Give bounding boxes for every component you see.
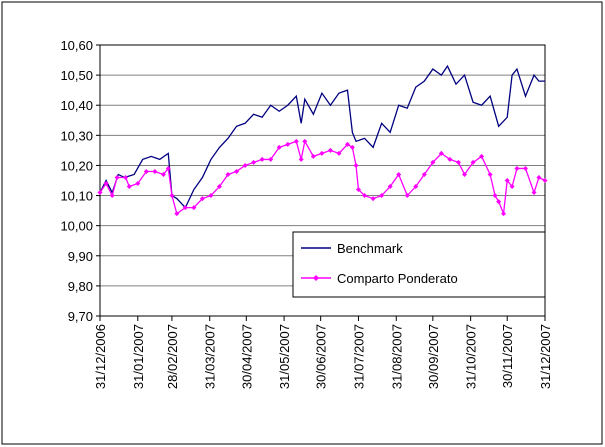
marker: [327, 147, 333, 153]
marker: [396, 171, 402, 177]
marker: [302, 138, 308, 144]
marker: [165, 165, 171, 171]
marker: [479, 153, 485, 159]
y-tick-label: 10,20: [60, 158, 93, 173]
x-tick-label: 31/07/2007: [351, 324, 366, 389]
y-tick-label: 10,00: [60, 219, 93, 234]
marker: [225, 171, 231, 177]
marker: [126, 184, 132, 190]
x-tick-label: 31/12/2007: [538, 324, 553, 389]
x-tick-label: 31/01/2007: [131, 324, 146, 389]
marker: [191, 205, 197, 211]
x-tick-label: 31/08/2007: [389, 324, 404, 389]
x-tick-label: 30/09/2007: [426, 324, 441, 389]
marker: [455, 159, 461, 165]
y-tick-label: 9,70: [68, 309, 93, 324]
marker: [109, 193, 115, 199]
marker: [514, 165, 520, 171]
y-tick-label: 10,50: [60, 68, 93, 83]
marker: [509, 184, 515, 190]
marker: [413, 184, 419, 190]
marker: [430, 159, 436, 165]
x-tick-label: 31/12/2006: [93, 324, 108, 389]
marker: [387, 184, 393, 190]
y-tick-label: 10,60: [60, 38, 93, 53]
marker: [123, 174, 129, 180]
x-tick-label: 30/04/2007: [239, 324, 254, 389]
legend-marker: [313, 275, 319, 281]
marker: [182, 205, 188, 211]
marker: [404, 193, 410, 199]
marker: [103, 181, 109, 187]
marker: [160, 171, 166, 177]
marker: [487, 171, 493, 177]
marker: [531, 190, 537, 196]
marker: [522, 165, 528, 171]
marker: [438, 150, 444, 156]
marker: [310, 153, 316, 159]
marker: [234, 168, 240, 174]
marker: [536, 174, 542, 180]
marker: [152, 168, 158, 174]
marker: [496, 199, 502, 205]
x-tick-label: 31/05/2007: [277, 324, 292, 389]
marker: [370, 196, 376, 202]
marker: [169, 193, 175, 199]
marker: [349, 144, 355, 150]
marker: [504, 178, 510, 183]
marker: [285, 141, 291, 147]
marker: [208, 193, 214, 199]
legend-label: Comparto Ponderato: [337, 271, 458, 286]
marker: [174, 211, 180, 217]
marker: [298, 156, 304, 162]
marker: [492, 193, 498, 199]
marker: [293, 138, 299, 144]
marker: [97, 190, 103, 196]
marker: [379, 193, 385, 199]
y-tick-label: 10,10: [60, 189, 93, 204]
marker: [421, 171, 427, 177]
marker: [114, 174, 120, 180]
marker: [242, 162, 248, 168]
marker: [259, 156, 265, 162]
marker: [542, 178, 548, 183]
marker: [362, 193, 368, 199]
marker: [143, 168, 149, 174]
marker: [501, 211, 507, 217]
marker: [216, 184, 222, 190]
legend-box: [292, 231, 546, 298]
marker: [344, 141, 350, 147]
y-tick-label: 9,90: [68, 249, 93, 264]
marker: [268, 156, 274, 162]
marker: [319, 150, 325, 156]
legend-label: Benchmark: [337, 241, 403, 256]
marker: [251, 159, 257, 165]
marker: [353, 162, 359, 168]
y-tick-label: 9,80: [68, 279, 93, 294]
marker: [355, 187, 361, 193]
marker: [135, 181, 141, 187]
marker: [276, 144, 282, 150]
marker: [462, 171, 468, 177]
x-tick-label: 31/10/2007: [464, 324, 479, 389]
marker: [199, 196, 205, 202]
x-tick-label: 28/02/2007: [165, 324, 180, 389]
marker: [336, 150, 342, 156]
x-tick-label: 31/03/2007: [203, 324, 218, 389]
series-line: [99, 64, 545, 209]
marker: [447, 156, 453, 162]
marker: [470, 159, 476, 165]
x-tick-label: 30/11/2007: [500, 324, 515, 388]
x-tick-label: 30/06/2007: [314, 324, 329, 389]
y-tick-label: 10,30: [60, 128, 93, 143]
y-tick-label: 10,40: [60, 98, 93, 113]
